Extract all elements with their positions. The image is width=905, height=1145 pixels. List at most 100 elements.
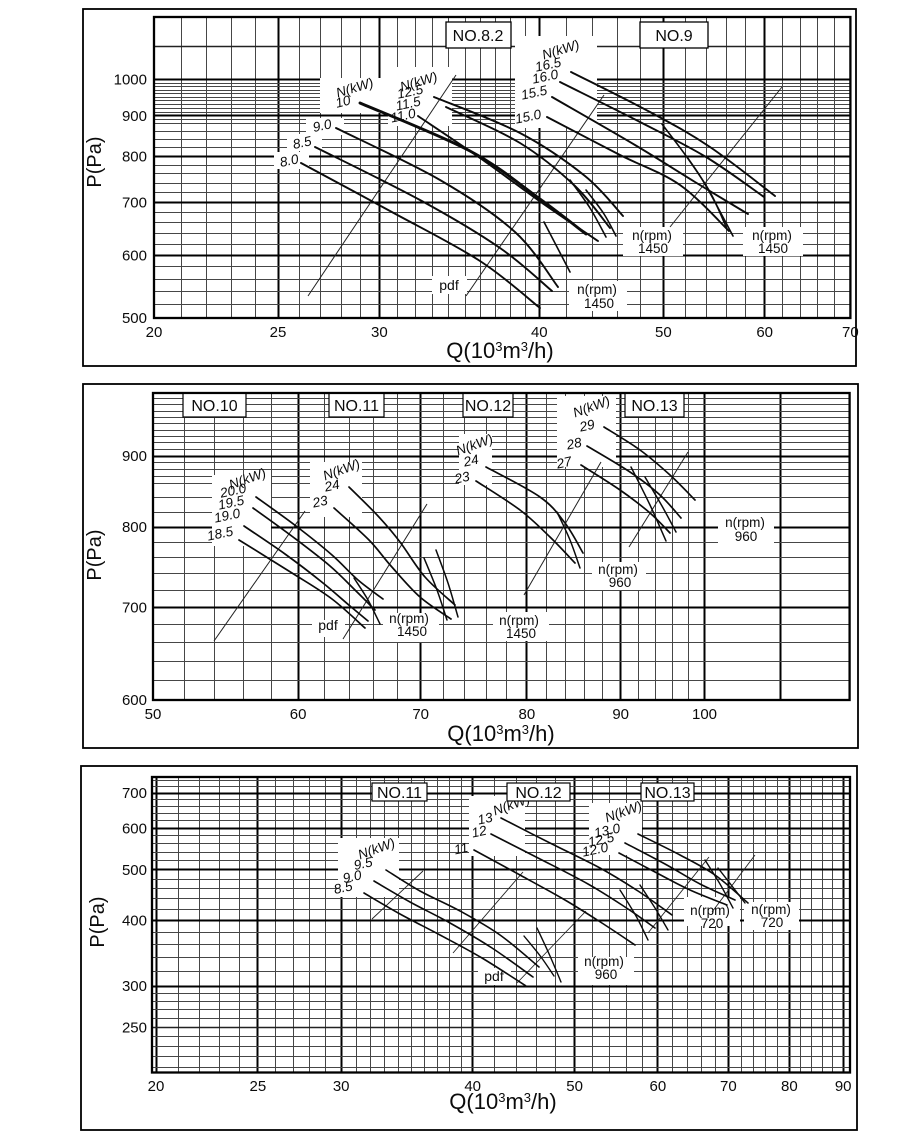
svg-text:600: 600 xyxy=(122,820,147,837)
svg-text:50: 50 xyxy=(655,324,672,341)
svg-text:960: 960 xyxy=(609,575,632,590)
svg-text:23: 23 xyxy=(310,493,329,511)
svg-text:9.0: 9.0 xyxy=(311,116,333,135)
svg-text:pdf: pdf xyxy=(439,277,459,293)
svg-text:15.0: 15.0 xyxy=(514,106,543,126)
svg-text:100: 100 xyxy=(692,706,717,723)
svg-text:1450: 1450 xyxy=(506,626,536,641)
svg-text:1450: 1450 xyxy=(638,241,668,256)
svg-text:70: 70 xyxy=(842,324,859,341)
svg-text:27: 27 xyxy=(554,454,573,472)
svg-text:1450: 1450 xyxy=(758,241,788,256)
svg-text:12: 12 xyxy=(470,823,488,841)
svg-text:600: 600 xyxy=(122,247,147,264)
svg-text:1000: 1000 xyxy=(114,72,147,89)
svg-text:Q(103m3/h): Q(103m3/h) xyxy=(447,721,554,746)
svg-text:11.0: 11.0 xyxy=(389,106,417,126)
svg-text:NO.12: NO.12 xyxy=(515,785,561,802)
svg-text:11: 11 xyxy=(453,840,470,858)
svg-text:50: 50 xyxy=(566,1078,583,1095)
svg-text:300: 300 xyxy=(122,978,147,995)
svg-text:24: 24 xyxy=(461,452,480,470)
svg-text:20: 20 xyxy=(146,324,163,341)
svg-text:720: 720 xyxy=(701,916,724,931)
svg-text:n(rpm): n(rpm) xyxy=(389,611,429,626)
svg-text:n(rpm): n(rpm) xyxy=(584,954,624,969)
svg-text:20.0: 20.0 xyxy=(218,480,248,500)
svg-text:NO.13: NO.13 xyxy=(644,785,690,802)
svg-text:n(rpm): n(rpm) xyxy=(751,902,791,917)
svg-text:9.0: 9.0 xyxy=(341,867,363,886)
svg-text:11.5: 11.5 xyxy=(394,94,422,114)
svg-text:900: 900 xyxy=(122,448,147,465)
svg-text:16.0: 16.0 xyxy=(531,66,560,86)
svg-text:NO.12: NO.12 xyxy=(465,398,511,415)
svg-text:900: 900 xyxy=(122,108,147,125)
svg-text:29: 29 xyxy=(577,417,596,435)
svg-text:800: 800 xyxy=(122,519,147,536)
svg-text:8.0: 8.0 xyxy=(278,151,300,170)
svg-text:23: 23 xyxy=(452,469,471,487)
svg-text:NO.8.2: NO.8.2 xyxy=(453,28,504,45)
svg-text:500: 500 xyxy=(122,310,147,327)
svg-text:25: 25 xyxy=(250,1078,267,1095)
svg-text:9.5: 9.5 xyxy=(352,854,374,873)
svg-text:400: 400 xyxy=(122,913,147,930)
svg-text:n(rpm): n(rpm) xyxy=(499,613,539,628)
svg-text:80: 80 xyxy=(519,706,536,723)
svg-text:25: 25 xyxy=(270,324,287,341)
svg-text:30: 30 xyxy=(371,324,388,341)
svg-text:20: 20 xyxy=(148,1078,165,1095)
svg-text:NO.11: NO.11 xyxy=(334,398,379,415)
svg-text:60: 60 xyxy=(290,706,307,723)
svg-text:NO.11: NO.11 xyxy=(377,785,422,802)
svg-text:70: 70 xyxy=(720,1078,737,1095)
svg-text:12.5: 12.5 xyxy=(587,829,616,849)
svg-text:n(rpm): n(rpm) xyxy=(725,515,765,530)
svg-text:700: 700 xyxy=(122,194,147,211)
svg-text:24: 24 xyxy=(322,477,341,495)
svg-text:30: 30 xyxy=(333,1078,350,1095)
svg-text:1450: 1450 xyxy=(397,624,427,639)
svg-text:70: 70 xyxy=(412,706,429,723)
svg-text:13.0: 13.0 xyxy=(593,820,622,840)
svg-text:16.5: 16.5 xyxy=(534,54,563,74)
svg-text:60: 60 xyxy=(756,324,773,341)
svg-text:40: 40 xyxy=(464,1078,481,1095)
svg-text:250: 250 xyxy=(122,1020,147,1037)
svg-text:18.5: 18.5 xyxy=(206,523,235,543)
svg-text:8.5: 8.5 xyxy=(332,878,354,897)
svg-text:NO.9: NO.9 xyxy=(655,28,692,45)
svg-text:P(Pa): P(Pa) xyxy=(87,896,109,947)
svg-text:n(rpm): n(rpm) xyxy=(632,228,672,243)
svg-text:15.5: 15.5 xyxy=(520,82,549,102)
svg-text:8.5: 8.5 xyxy=(291,133,313,152)
svg-text:800: 800 xyxy=(122,148,147,165)
svg-text:NO.10: NO.10 xyxy=(191,398,237,415)
svg-text:960: 960 xyxy=(595,967,618,982)
svg-text:P(Pa): P(Pa) xyxy=(84,529,106,580)
svg-text:1450: 1450 xyxy=(584,296,614,311)
svg-text:pdf: pdf xyxy=(318,617,338,633)
svg-text:19.0: 19.0 xyxy=(213,505,242,525)
svg-text:28: 28 xyxy=(564,435,583,453)
svg-text:12.0: 12.0 xyxy=(581,839,610,859)
svg-text:90: 90 xyxy=(835,1078,852,1095)
svg-text:10: 10 xyxy=(334,92,353,110)
svg-text:700: 700 xyxy=(122,785,147,802)
svg-text:n(rpm): n(rpm) xyxy=(752,228,792,243)
svg-text:600: 600 xyxy=(122,692,147,709)
svg-text:NO.13: NO.13 xyxy=(631,398,677,415)
svg-text:700: 700 xyxy=(122,599,147,616)
svg-text:80: 80 xyxy=(781,1078,798,1095)
svg-text:12.5: 12.5 xyxy=(396,81,425,101)
svg-text:50: 50 xyxy=(145,706,162,723)
svg-text:500: 500 xyxy=(122,862,147,879)
svg-text:n(rpm): n(rpm) xyxy=(690,903,730,918)
svg-text:19.5: 19.5 xyxy=(217,492,246,512)
svg-text:60: 60 xyxy=(650,1078,667,1095)
svg-text:n(rpm): n(rpm) xyxy=(577,282,617,297)
svg-text:pdf: pdf xyxy=(484,968,504,984)
svg-text:n(rpm): n(rpm) xyxy=(598,562,638,577)
svg-text:13: 13 xyxy=(476,810,494,828)
